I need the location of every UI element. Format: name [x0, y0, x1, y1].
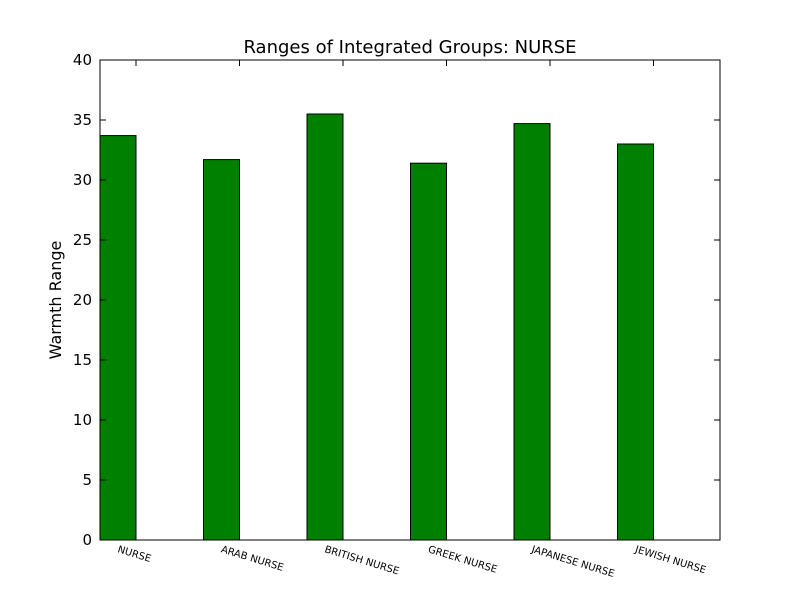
- bar-jewish-nurse: [617, 143, 654, 541]
- y-tick-label: 15: [73, 351, 92, 369]
- y-tick-label: 35: [73, 111, 92, 129]
- bars-group: [99, 113, 654, 541]
- y-tick-label: 5: [82, 471, 92, 489]
- plot-frame: [99, 59, 721, 541]
- y-ticks-group: 0 5 10 15 20 25 30 35 40: [73, 51, 720, 549]
- y-tick-label: 0: [82, 531, 92, 549]
- x-tick-label: GREEK NURSE: [427, 544, 499, 575]
- y-tick-label: 30: [73, 171, 92, 189]
- bar-greek-nurse: [410, 162, 447, 541]
- bar-nurse: [99, 135, 137, 541]
- x-tick-label: ARAB NURSE: [220, 544, 285, 573]
- x-tick-label: JEWISH NURSE: [633, 544, 708, 576]
- y-tick-label: 25: [73, 231, 92, 249]
- y-axis-label: Warmth Range: [46, 241, 65, 360]
- y-tick-label: 40: [73, 51, 92, 69]
- bar-british-nurse: [306, 113, 344, 541]
- bar-arab-nurse: [203, 159, 240, 541]
- x-tick-label: BRITISH NURSE: [323, 544, 400, 577]
- x-tick-label: JAPANESE NURSE: [529, 544, 615, 580]
- x-tick-label: NURSE: [116, 544, 152, 565]
- bar-japanese-nurse: [513, 123, 551, 541]
- y-tick-label: 20: [73, 291, 92, 309]
- chart-title: Ranges of Integrated Groups: NURSE: [243, 37, 576, 58]
- y-tick-label: 10: [73, 411, 92, 429]
